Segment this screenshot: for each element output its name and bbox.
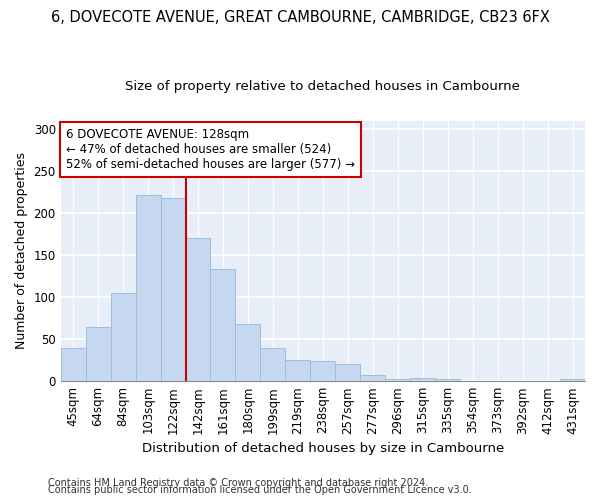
Y-axis label: Number of detached properties: Number of detached properties (15, 152, 28, 350)
Bar (286, 360, 310, 381)
Bar (211, 270, 235, 381)
Text: Contains HM Land Registry data © Crown copyright and database right 2024.: Contains HM Land Registry data © Crown c… (48, 478, 428, 488)
Bar (110, 293, 136, 381)
Title: Size of property relative to detached houses in Cambourne: Size of property relative to detached ho… (125, 80, 520, 93)
Bar (86, 328, 110, 381)
Text: 6, DOVECOTE AVENUE, GREAT CAMBOURNE, CAMBRIDGE, CB23 6FX: 6, DOVECOTE AVENUE, GREAT CAMBOURNE, CAM… (50, 10, 550, 25)
Bar (136, 196, 161, 381)
Bar (435, 378, 460, 381)
Text: Contains public sector information licensed under the Open Government Licence v3: Contains public sector information licen… (48, 485, 472, 495)
Bar (61, 348, 86, 381)
Bar (185, 238, 211, 381)
Text: 6 DOVECOTE AVENUE: 128sqm
← 47% of detached houses are smaller (524)
52% of semi: 6 DOVECOTE AVENUE: 128sqm ← 47% of detac… (66, 128, 355, 172)
Bar (385, 378, 410, 381)
Bar (560, 380, 585, 381)
Bar (260, 348, 286, 381)
Bar (335, 364, 360, 381)
Bar (410, 378, 435, 381)
X-axis label: Distribution of detached houses by size in Cambourne: Distribution of detached houses by size … (142, 442, 504, 455)
Bar (310, 361, 335, 381)
Bar (360, 376, 385, 381)
Bar (161, 198, 185, 381)
Bar (235, 324, 260, 381)
